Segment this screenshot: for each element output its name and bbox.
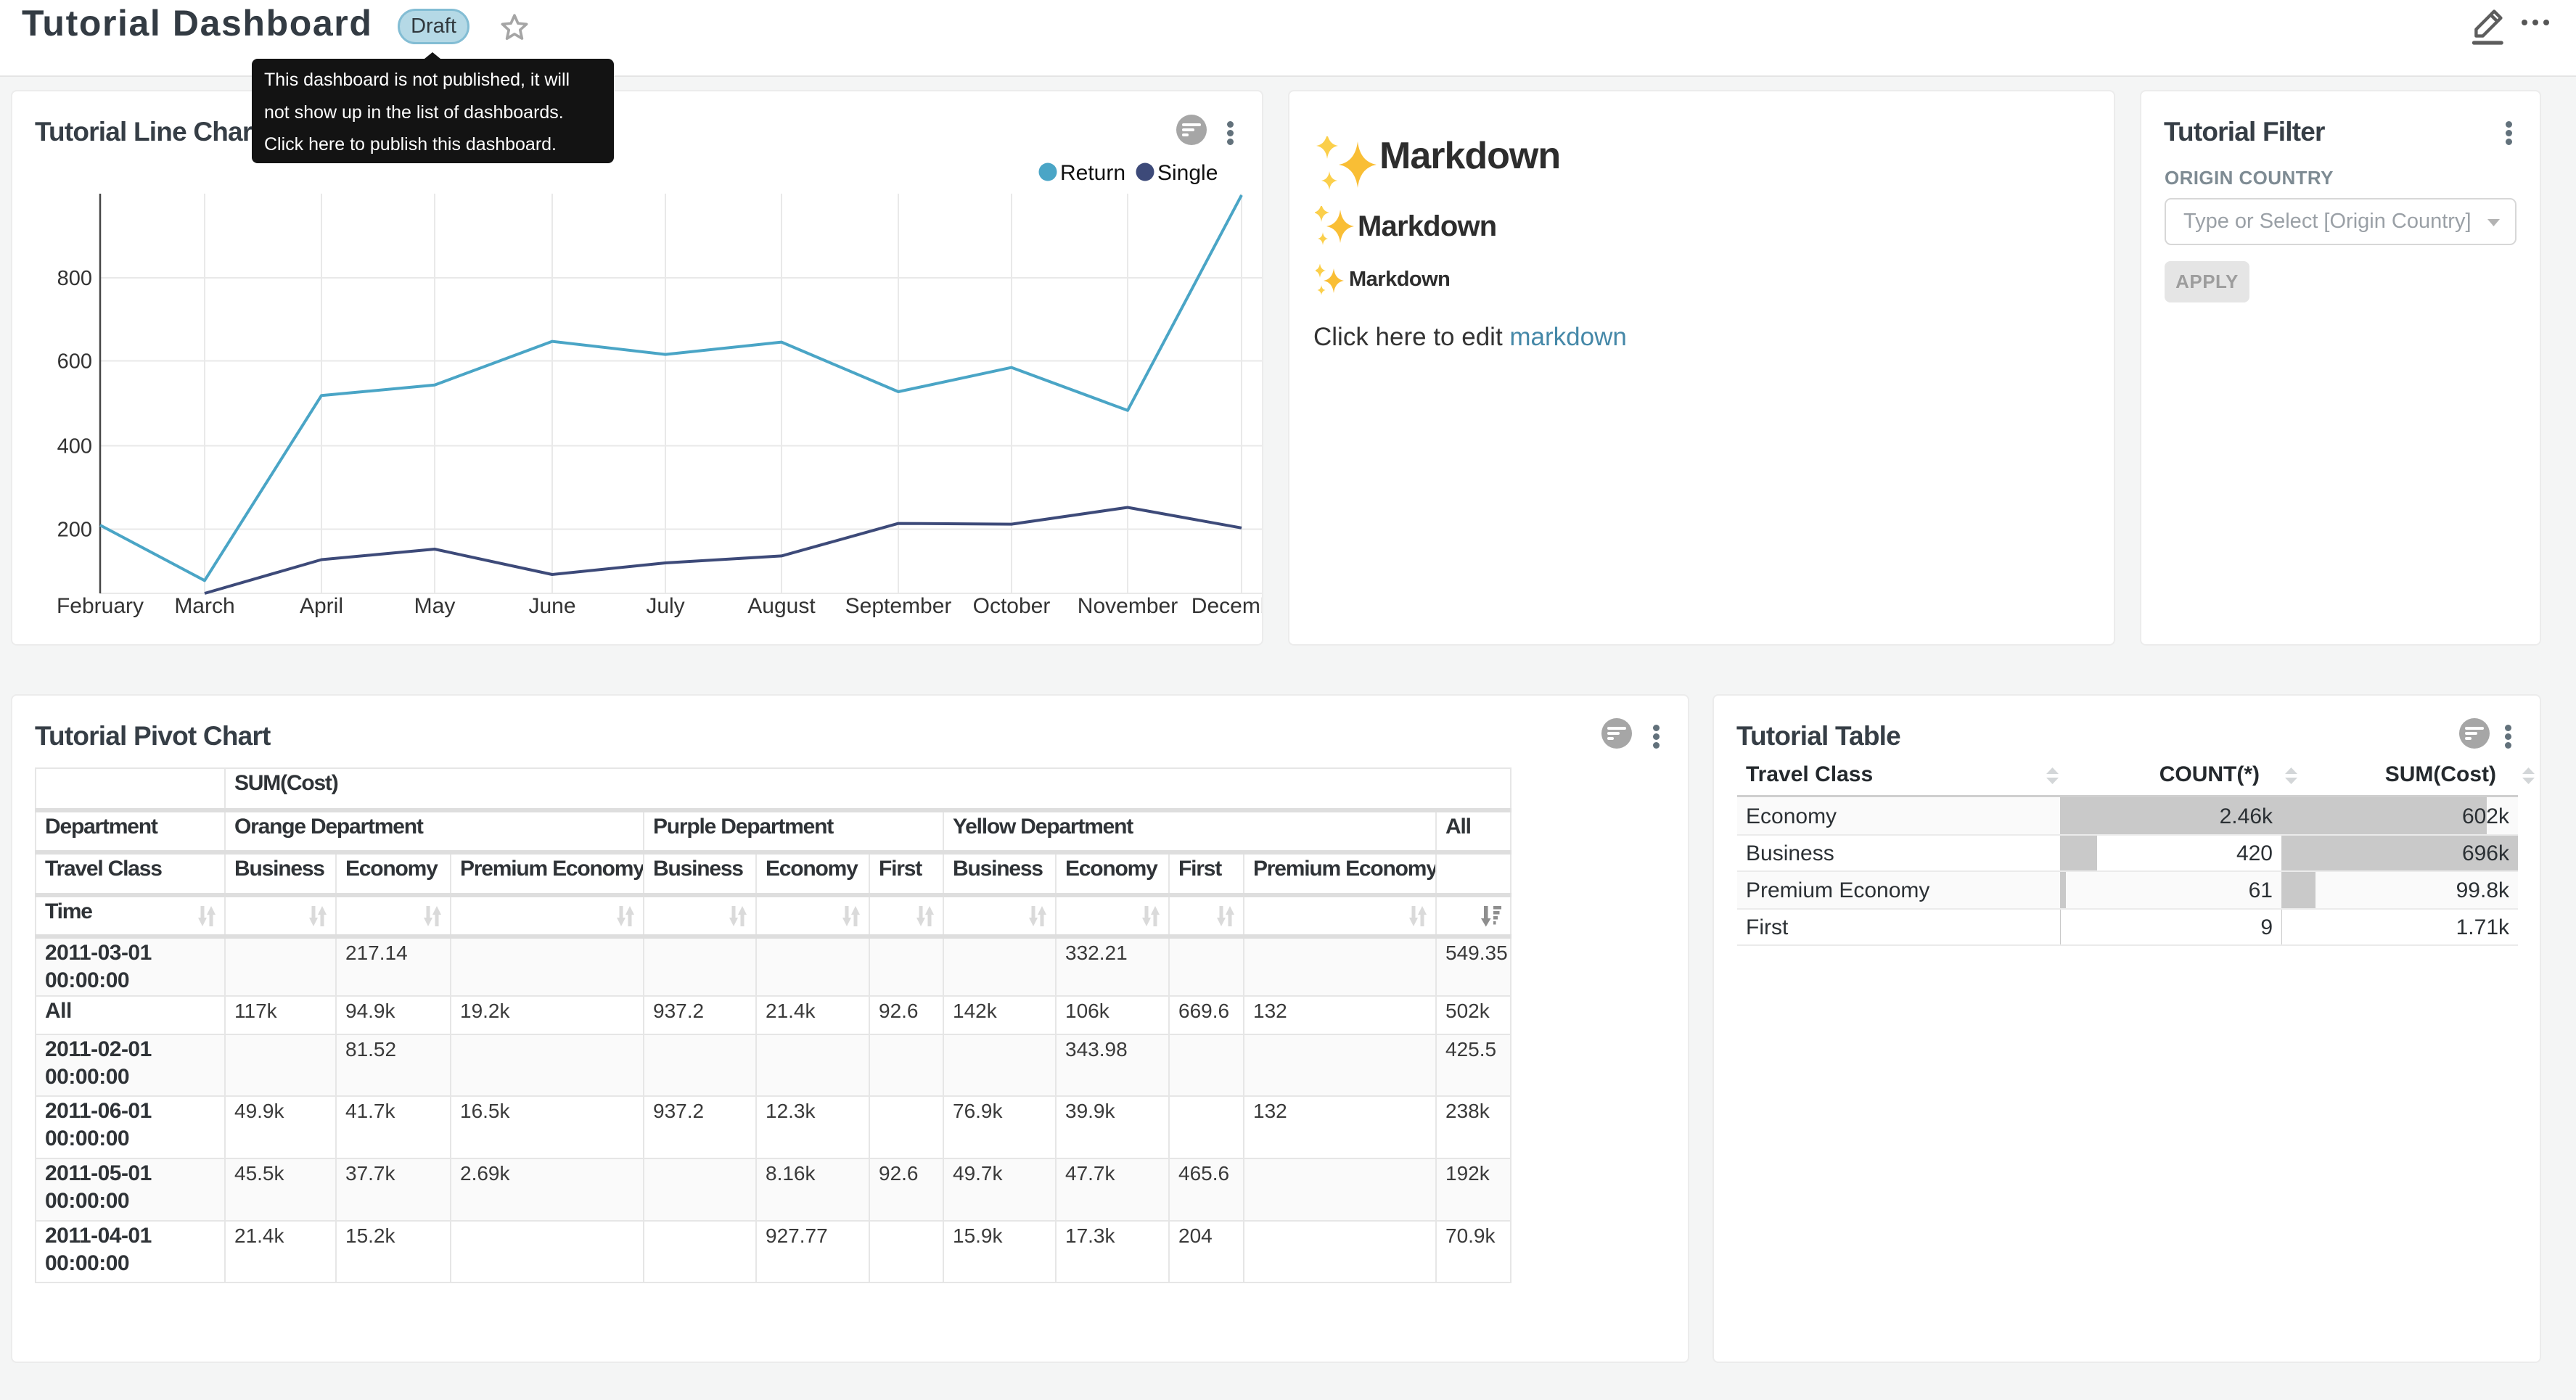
svg-text:July: July [646, 594, 684, 618]
svg-text:August: August [747, 594, 816, 618]
svg-text:October: October [973, 594, 1051, 618]
svg-text:April: April [300, 594, 343, 618]
svg-text:June: June [528, 594, 575, 618]
svg-text:600: 600 [57, 350, 92, 374]
svg-text:March: March [174, 594, 234, 618]
svg-text:400: 400 [57, 435, 92, 458]
svg-text:December: December [1191, 594, 1262, 618]
svg-text:Return: Return [1060, 161, 1125, 185]
svg-text:November: November [1078, 594, 1178, 618]
svg-text:February: February [57, 594, 144, 618]
svg-text:200: 200 [57, 519, 92, 542]
svg-text:May: May [414, 594, 456, 618]
svg-text:September: September [845, 594, 952, 618]
svg-text:Single: Single [1157, 161, 1218, 185]
svg-text:800: 800 [57, 267, 92, 290]
